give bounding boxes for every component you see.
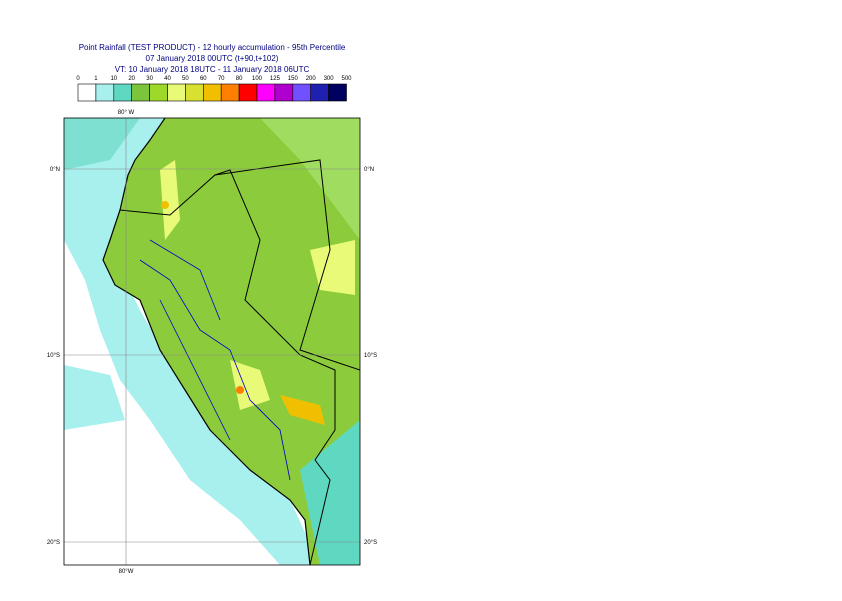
rain-max [280, 395, 325, 425]
legend-label: 200 [306, 76, 317, 82]
rain-max [236, 386, 244, 394]
legend-label: 125 [270, 76, 281, 82]
base-time: 07 January 2018 00UTC (t+90,t+102) [146, 54, 279, 63]
rain-ocean [64, 118, 140, 170]
legend-swatch [292, 83, 311, 102]
legend-swatch [274, 83, 294, 102]
legend-swatch [185, 83, 204, 102]
legend-label: 40 [164, 76, 171, 82]
map: 80° W 80°W 0°N 0°N 10°S 10°S 20°S 20°S [47, 110, 377, 575]
legend-swatch [167, 83, 186, 102]
legend-swatch [256, 83, 276, 102]
lat-label: 0°N [364, 167, 374, 173]
legend-label: 30 [146, 76, 153, 82]
legend: 0 1 10 20 30 40 50 60 70 80 100 125 150 200 300 500 [76, 76, 352, 102]
legend-label: 70 [218, 76, 225, 82]
land-rain [300, 420, 360, 565]
border [119, 169, 336, 565]
legend-label: 100 [252, 76, 263, 82]
legend-label: 20 [128, 76, 135, 82]
map-frame [63, 117, 361, 566]
lat-label: 20°S [364, 540, 377, 546]
lat-label: 0°N [50, 167, 60, 173]
lon-label: 80°W [119, 569, 134, 575]
rain-max [310, 240, 355, 295]
legend-swatch [77, 83, 97, 102]
legend-swatch [220, 83, 240, 102]
rain-ocean [64, 365, 125, 430]
legend-swatch [95, 83, 115, 102]
valid-time: VT: 10 January 2018 18UTC - 11 January 2… [115, 65, 310, 74]
legend-label: 50 [182, 76, 189, 82]
rain-max [160, 160, 180, 240]
legend-label: 80 [236, 76, 243, 82]
coastline [102, 118, 311, 565]
legend-label: 60 [200, 76, 207, 82]
legend-label: 150 [288, 76, 299, 82]
legend-swatch [131, 83, 150, 102]
lat-label: 20°S [47, 540, 60, 546]
lat-label: 10°S [47, 353, 60, 359]
lon-label: 80° W [118, 110, 135, 116]
rain-max [230, 360, 270, 410]
region-border [139, 239, 291, 481]
legend-swatch [238, 83, 258, 102]
legend-label: 1 [94, 76, 98, 82]
legend-label: 10 [110, 76, 117, 82]
legend-label: 0 [76, 76, 80, 82]
legend-swatch [149, 83, 168, 102]
legend-label: 300 [324, 76, 335, 82]
land-rain [260, 118, 360, 240]
legend-swatch [310, 83, 329, 102]
lat-label: 10°S [364, 353, 377, 359]
legend-swatch [203, 83, 222, 102]
legend-swatch [328, 83, 347, 102]
rain-max [161, 201, 169, 209]
legend-swatch [113, 83, 133, 102]
border [214, 159, 360, 371]
legend-label: 500 [341, 76, 352, 82]
title: Point Rainfall (TEST PRODUCT) - 12 hourl… [79, 43, 346, 52]
